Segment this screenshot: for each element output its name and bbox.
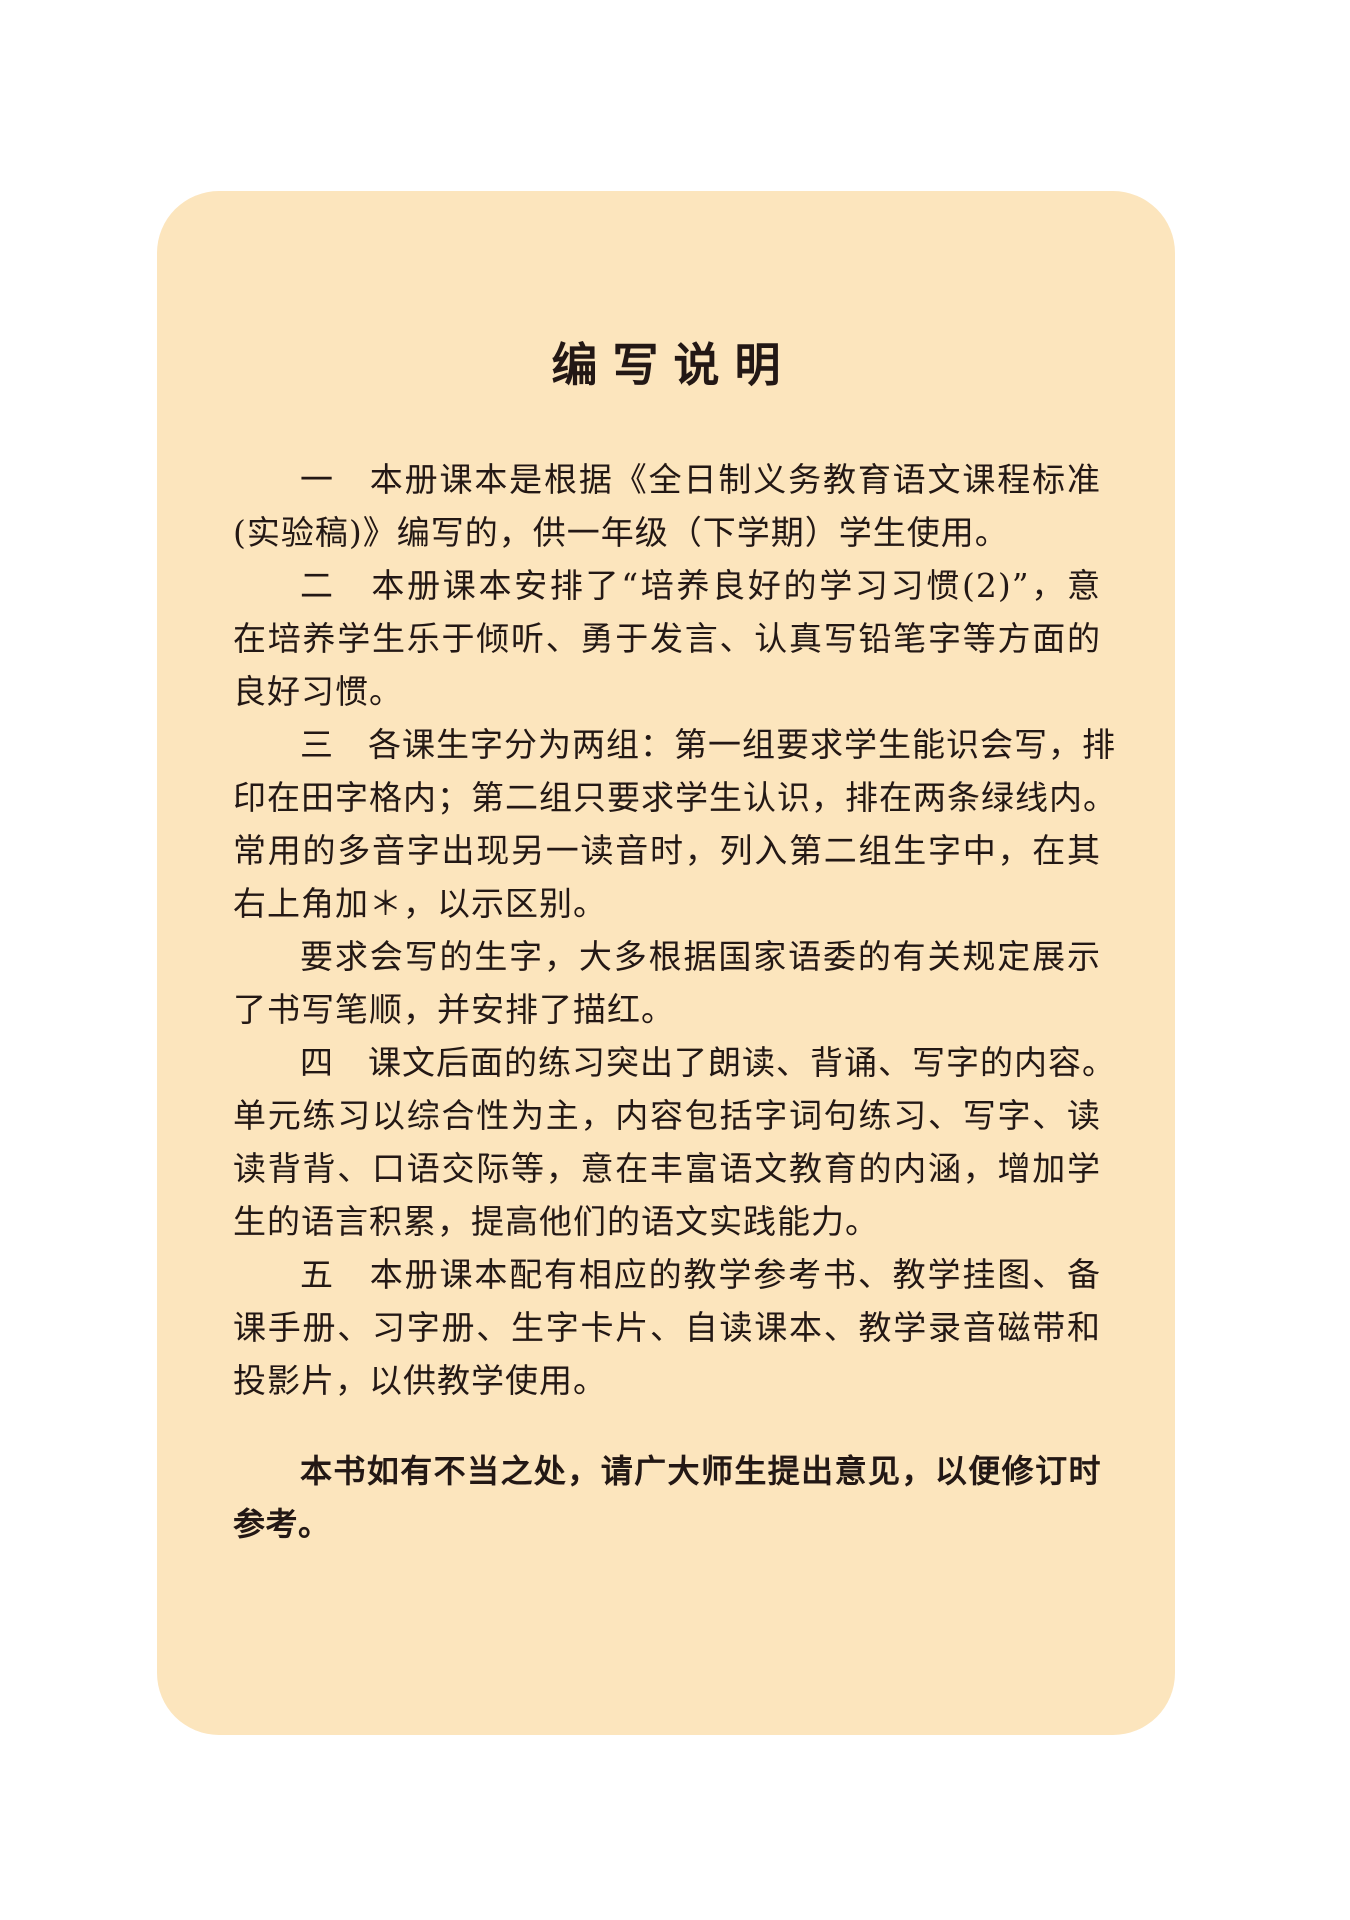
body-line: 良好习惯。	[233, 672, 403, 711]
body-line: 三 各课生字分为两组：第一组要求学生能识会写，排	[300, 725, 1116, 764]
page-title: 编写说明	[551, 338, 796, 392]
body-text: 一 本册课本是根据《全日制义务教育语文课程标准 (实验稿)》编写的，供一年级（下…	[233, 453, 1117, 1551]
body-line: 课手册、习字册、生字卡片、自读课本、教学录音磁带和	[233, 1308, 1101, 1347]
note-line: 本书如有不当之处，请广大师生提出意见，以便修订时	[300, 1452, 1101, 1490]
paragraph-5: 四 课文后面的练习突出了朗读、背诵、写字的内容。 单元练习以综合性为主，内容包括…	[233, 1036, 1116, 1248]
body-line: 二 本册课本安排了“培养良好的学习习惯(2)”，意	[300, 566, 1101, 605]
body-line: 单元练习以综合性为主，内容包括字词句练习、写字、读	[233, 1096, 1101, 1135]
note-line: 参考。	[233, 1505, 331, 1543]
body-line: 一 本册课本是根据《全日制义务教育语文课程标准	[300, 460, 1101, 499]
body-line: 要求会写的生字，大多根据国家语委的有关规定展示	[300, 937, 1101, 976]
body-line: 生的语言积累，提高他们的语文实践能力。	[233, 1202, 879, 1241]
body-line: 右上角加＊，以示区别。	[233, 884, 607, 923]
paragraph-4: 要求会写的生字，大多根据国家语委的有关规定展示 了书写笔顺，并安排了描红。	[233, 930, 1101, 1036]
body-line: 印在田字格内；第二组只要求学生认识，排在两条绿线内。	[233, 778, 1117, 817]
paragraph-3: 三 各课生字分为两组：第一组要求学生能识会写，排 印在田字格内；第二组只要求学生…	[233, 718, 1117, 930]
closing-note: 本书如有不当之处，请广大师生提出意见，以便修订时 参考。	[233, 1445, 1101, 1551]
body-line: 了书写笔顺，并安排了描红。	[233, 990, 675, 1029]
body-line: (实验稿)》编写的，供一年级（下学期）学生使用。	[233, 513, 1009, 552]
paragraph-6: 五 本册课本配有相应的教学参考书、教学挂图、备 课手册、习字册、生字卡片、自读课…	[233, 1248, 1101, 1407]
body-line: 常用的多音字出现另一读音时，列入第二组生字中，在其	[233, 831, 1101, 870]
body-line: 读背背、口语交际等，意在丰富语文教育的内涵，增加学	[233, 1149, 1101, 1188]
content-card: 编写说明 一 本册课本是根据《全日制义务教育语文课程标准 (实验稿)》编写的，供…	[157, 191, 1175, 1735]
paragraph-2: 二 本册课本安排了“培养良好的学习习惯(2)”，意 在培养学生乐于倾听、勇于发言…	[233, 559, 1101, 718]
body-line: 五 本册课本配有相应的教学参考书、教学挂图、备	[300, 1255, 1101, 1294]
body-line: 四 课文后面的练习突出了朗读、背诵、写字的内容。	[300, 1043, 1116, 1082]
paragraph-1: 一 本册课本是根据《全日制义务教育语文课程标准 (实验稿)》编写的，供一年级（下…	[233, 453, 1101, 559]
body-line: 在培养学生乐于倾听、勇于发言、认真写铅笔字等方面的	[233, 619, 1101, 658]
body-line: 投影片，以供教学使用。	[233, 1361, 607, 1400]
